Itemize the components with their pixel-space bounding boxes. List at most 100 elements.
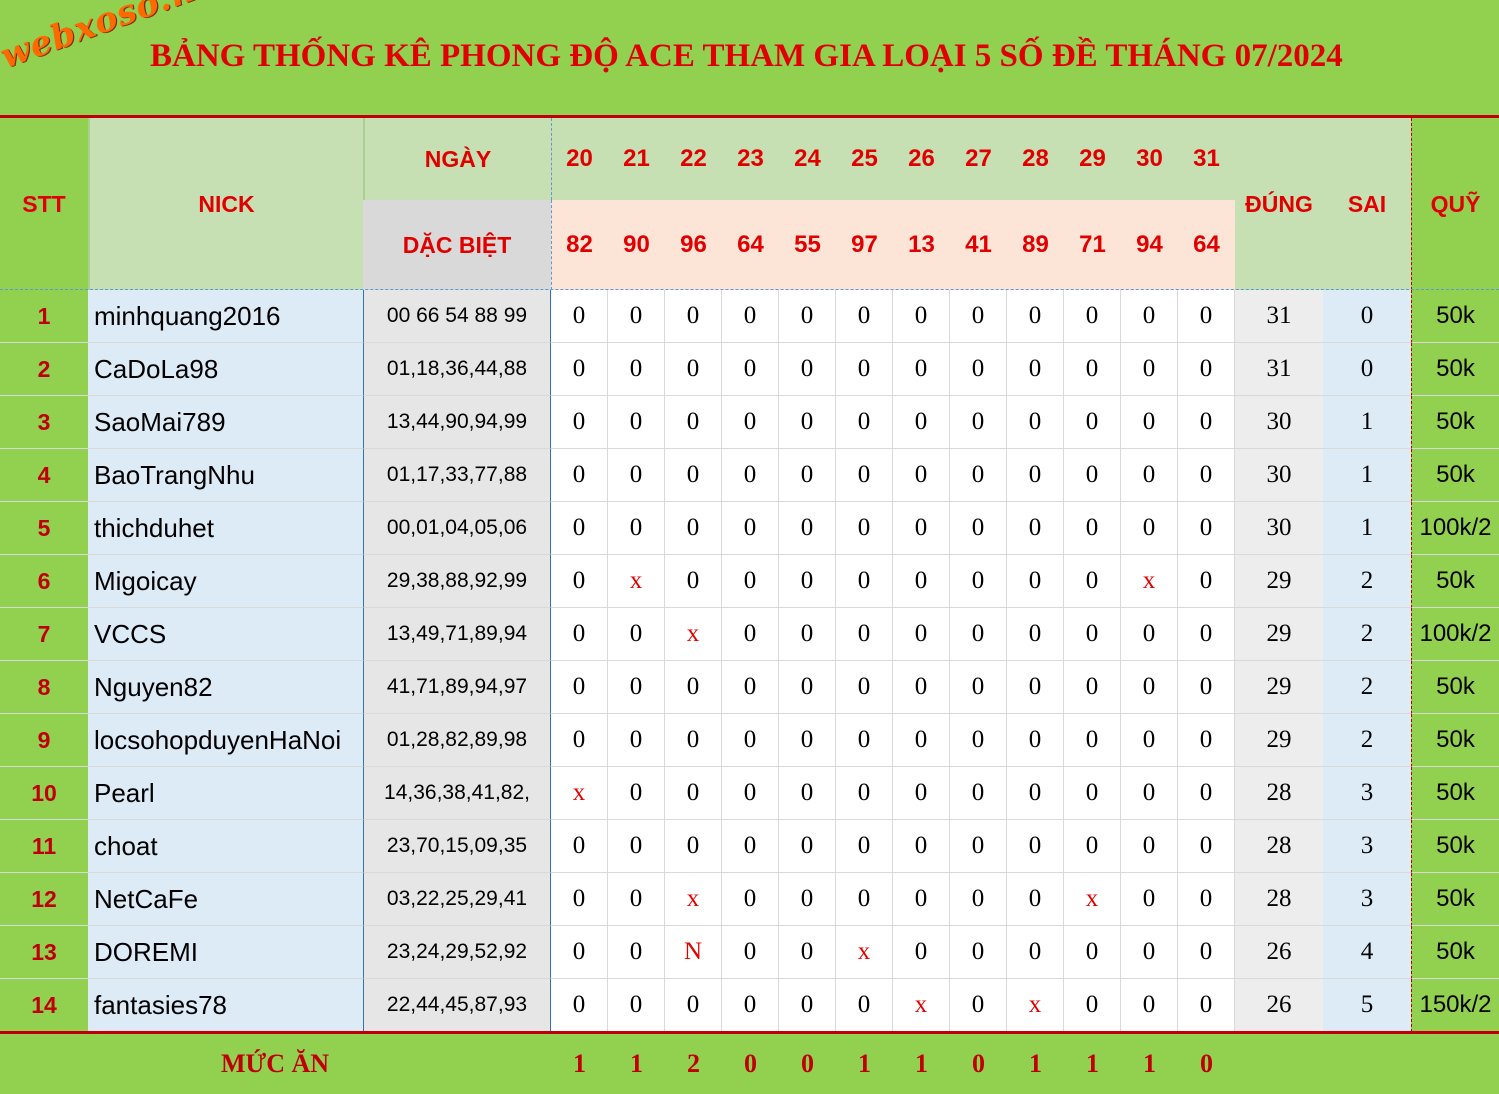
row-mark: 0 — [1121, 608, 1178, 661]
row-mark: x — [665, 873, 722, 926]
row-numbers: 23,70,15,09,35 — [363, 820, 551, 873]
row-mark: 0 — [836, 873, 893, 926]
row-numbers: 00 66 54 88 99 — [363, 290, 551, 343]
row-mark: 0 — [1121, 502, 1178, 555]
row-mark: 0 — [836, 608, 893, 661]
row-nick: VCCS — [88, 608, 363, 661]
row-stt: 10 — [0, 767, 88, 820]
header-result: 71 — [1079, 231, 1106, 258]
row-quy: 100k/2 — [1411, 502, 1499, 555]
row-dung: 29 — [1235, 714, 1323, 767]
row-mark: 0 — [608, 396, 665, 449]
header-result: 89 — [1022, 231, 1049, 258]
row-mark: 0 — [1178, 502, 1235, 555]
row-mark: 0 — [1178, 926, 1235, 979]
footer-value: 0 — [744, 1049, 757, 1078]
header-ngay: NGÀY — [363, 118, 551, 200]
row-mark: 0 — [893, 661, 950, 714]
header-day: 31 — [1193, 145, 1220, 172]
row-dung: 29 — [1235, 661, 1323, 714]
row-sai: 1 — [1323, 396, 1411, 449]
row-nick: Nguyen82 — [88, 661, 363, 714]
row-mark: 0 — [779, 555, 836, 608]
row-numbers: 29,38,88,92,99 — [363, 555, 551, 608]
row-mark: 0 — [1064, 714, 1121, 767]
row-mark: x — [1121, 555, 1178, 608]
row-quy: 50k — [1411, 767, 1499, 820]
row-mark: 0 — [722, 449, 779, 502]
row-dung: 28 — [1235, 767, 1323, 820]
header-quy: QUỸ — [1411, 118, 1499, 290]
footer-value: 1 — [915, 1049, 928, 1078]
row-quy: 50k — [1411, 661, 1499, 714]
header-day: 24 — [794, 145, 821, 172]
row-mark: 0 — [836, 767, 893, 820]
header-day: 22 — [680, 145, 707, 172]
row-mark: x — [665, 608, 722, 661]
row-numbers: 03,22,25,29,41 — [363, 873, 551, 926]
row-mark: 0 — [1007, 449, 1064, 502]
row-mark: 0 — [1007, 502, 1064, 555]
header-results-band — [551, 200, 1235, 290]
row-mark: 0 — [665, 767, 722, 820]
row-sai: 1 — [1323, 449, 1411, 502]
row-sai: 5 — [1323, 979, 1411, 1032]
row-mark: 0 — [608, 608, 665, 661]
row-mark: 0 — [836, 555, 893, 608]
row-mark: 0 — [950, 820, 1007, 873]
row-mark: 0 — [779, 714, 836, 767]
row-mark: 0 — [893, 714, 950, 767]
row-mark: 0 — [1007, 820, 1064, 873]
row-mark: 0 — [836, 661, 893, 714]
row-mark: 0 — [1121, 820, 1178, 873]
row-mark: 0 — [1064, 343, 1121, 396]
row-stt: 9 — [0, 714, 88, 767]
row-numbers: 22,44,45,87,93 — [363, 979, 551, 1032]
row-sai: 3 — [1323, 873, 1411, 926]
row-mark: 0 — [665, 502, 722, 555]
row-stt: 13 — [0, 926, 88, 979]
row-sai: 2 — [1323, 661, 1411, 714]
row-sai: 2 — [1323, 608, 1411, 661]
footer-value: 1 — [1029, 1049, 1042, 1078]
row-mark: 0 — [1121, 290, 1178, 343]
row-quy: 150k/2 — [1411, 979, 1499, 1032]
footer-value: 1 — [630, 1049, 643, 1078]
row-stt: 8 — [0, 661, 88, 714]
header-result: 64 — [737, 231, 764, 258]
row-mark: 0 — [1178, 449, 1235, 502]
footer-value: 0 — [972, 1049, 985, 1078]
row-mark: 0 — [950, 714, 1007, 767]
row-mark: 0 — [836, 290, 893, 343]
row-mark: 0 — [608, 767, 665, 820]
row-mark: 0 — [950, 608, 1007, 661]
row-mark: 0 — [893, 820, 950, 873]
row-mark: 0 — [551, 555, 608, 608]
row-mark: 0 — [779, 926, 836, 979]
row-mark: 0 — [1121, 449, 1178, 502]
row-mark: 0 — [722, 396, 779, 449]
row-mark: 0 — [608, 926, 665, 979]
row-mark: 0 — [1064, 555, 1121, 608]
row-quy: 100k/2 — [1411, 608, 1499, 661]
row-mark: 0 — [608, 873, 665, 926]
row-mark: 0 — [779, 502, 836, 555]
row-sai: 2 — [1323, 555, 1411, 608]
row-mark: 0 — [722, 767, 779, 820]
row-mark: 0 — [608, 290, 665, 343]
header-dung: ĐÚNG — [1235, 118, 1323, 290]
row-mark: 0 — [893, 608, 950, 661]
row-sai: 3 — [1323, 820, 1411, 873]
row-sai: 0 — [1323, 290, 1411, 343]
row-mark: 0 — [722, 661, 779, 714]
row-mark: 0 — [722, 343, 779, 396]
row-dung: 26 — [1235, 926, 1323, 979]
footer-value: 0 — [801, 1049, 814, 1078]
row-mark: 0 — [950, 449, 1007, 502]
row-mark: 0 — [1178, 767, 1235, 820]
row-quy: 50k — [1411, 926, 1499, 979]
row-mark: 0 — [950, 661, 1007, 714]
row-mark: 0 — [779, 661, 836, 714]
row-mark: 0 — [722, 873, 779, 926]
row-numbers: 00,01,04,05,06 — [363, 502, 551, 555]
